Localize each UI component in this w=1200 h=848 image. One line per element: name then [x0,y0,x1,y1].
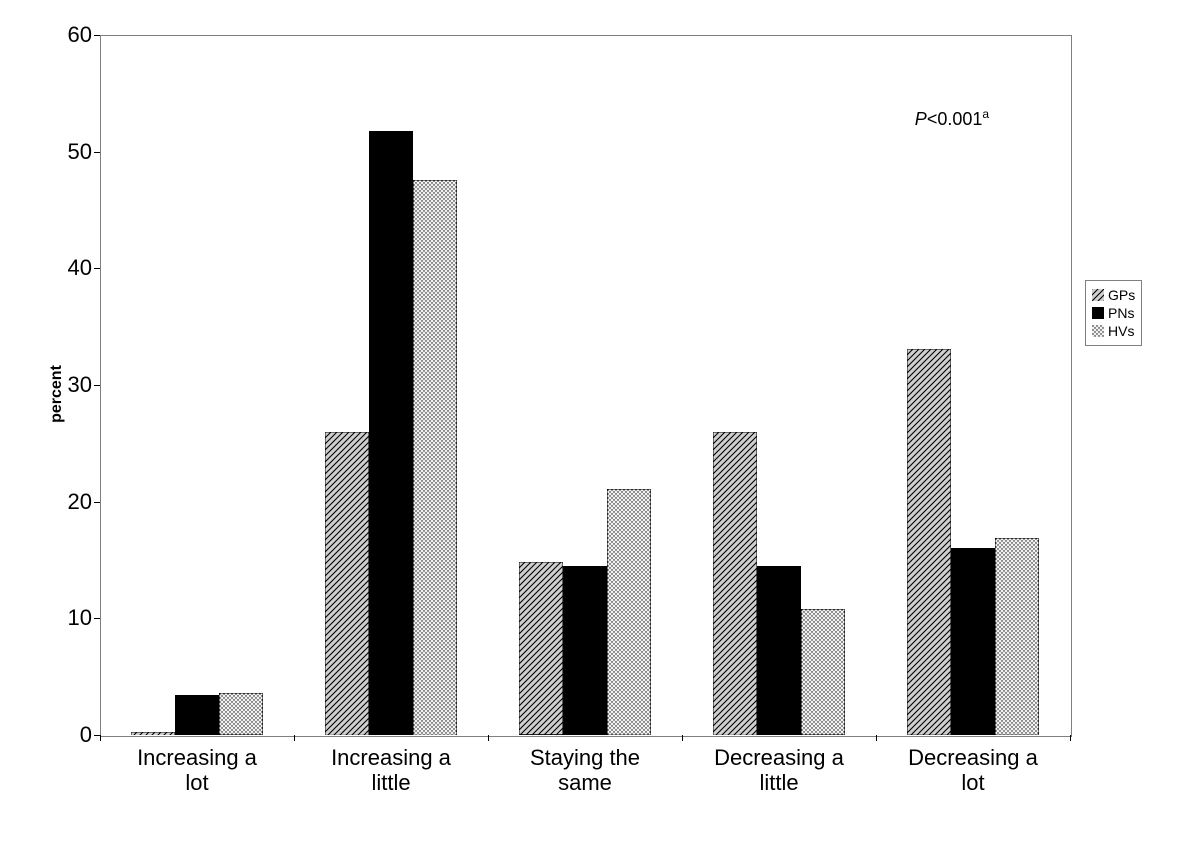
y-tick-label: 50 [56,139,92,165]
bar-group [713,35,845,735]
y-tick-label: 40 [56,255,92,281]
y-tick-label: 30 [56,372,92,398]
x-category-label: Staying thesame [488,745,682,796]
legend-item: PNs [1092,305,1135,321]
bar-group [519,35,651,735]
x-category-label: Decreasing alittle [682,745,876,796]
y-tick-mark [94,35,100,36]
bar [219,693,263,735]
bar [563,566,607,735]
bar [713,432,757,735]
legend: GPs PNs HVs [1085,280,1142,346]
bar [131,732,175,736]
bar-group [907,35,1039,735]
bar-group [325,35,457,735]
y-tick-mark [94,502,100,503]
bar-group [131,35,263,735]
y-tick-label: 20 [56,489,92,515]
x-tick-mark [1070,735,1071,741]
x-tick-mark [682,735,683,741]
y-tick-label: 10 [56,605,92,631]
bar [801,609,845,735]
bar [757,566,801,735]
legend-label: HVs [1108,323,1134,339]
y-tick-mark [94,268,100,269]
y-tick-mark [94,385,100,386]
bar [907,349,951,735]
x-tick-mark [876,735,877,741]
y-tick-label: 60 [56,22,92,48]
legend-swatch [1092,289,1104,301]
x-tick-mark [100,735,101,741]
y-tick-mark [94,618,100,619]
x-category-label: Increasing alittle [294,745,488,796]
bar [369,131,413,735]
bar [325,432,369,735]
legend-swatch [1092,307,1104,319]
y-tick-mark [94,152,100,153]
legend-swatch [1092,325,1104,337]
bar-chart: percent GPsPNsHVs P<0.001a 0102030405060… [0,0,1200,848]
x-tick-mark [488,735,489,741]
bar [519,562,563,735]
bar [175,695,219,735]
y-tick-label: 0 [56,722,92,748]
legend-label: GPs [1108,287,1135,303]
legend-item: GPs [1092,287,1135,303]
bar [995,538,1039,735]
x-category-label: Increasing alot [100,745,294,796]
bar [951,548,995,735]
x-category-label: Decreasing alot [876,745,1070,796]
bar [607,489,651,735]
x-tick-mark [294,735,295,741]
legend-item: HVs [1092,323,1135,339]
bar [413,180,457,735]
legend-label: PNs [1108,305,1134,321]
